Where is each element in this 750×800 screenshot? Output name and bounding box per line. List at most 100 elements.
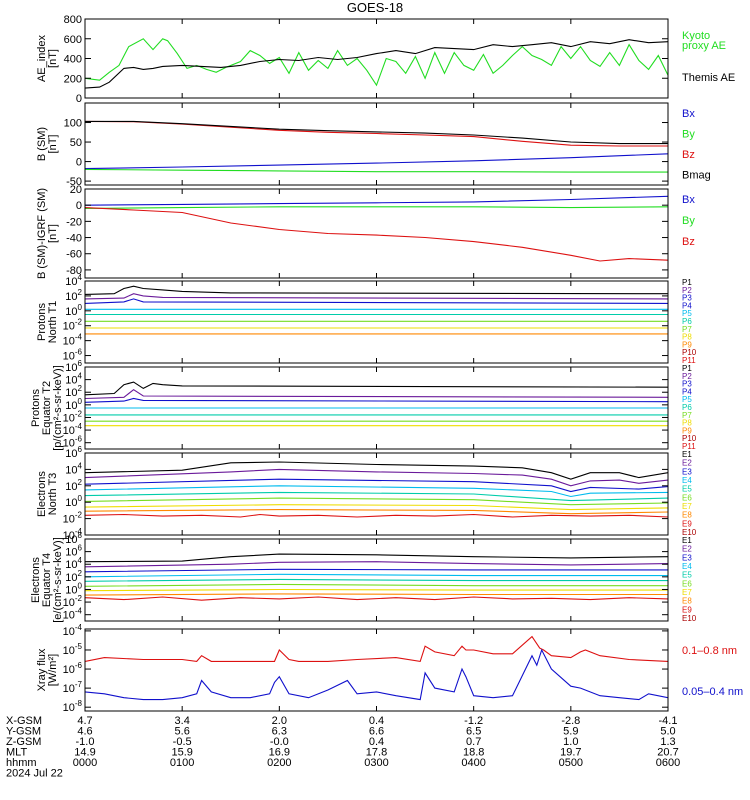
- ephemeris-value: 20.7: [657, 747, 678, 759]
- legend-entry: P5: [682, 395, 692, 404]
- ephemeris-value: 5.6: [175, 726, 190, 738]
- legend-entry: E1: [682, 450, 692, 459]
- legend-entry: Bz: [682, 236, 695, 248]
- legend-entry: P10: [682, 348, 697, 357]
- series-electrons-north-2: [85, 478, 668, 493]
- series-electrons-north-0: [85, 461, 668, 480]
- ephemeris-value: 14.9: [74, 747, 95, 759]
- plot-title: GOES-18: [347, 0, 403, 15]
- series-electrons-equator-3: [85, 573, 668, 578]
- ephemeris-value: 17.8: [366, 747, 387, 759]
- series-b-sm-1: [85, 168, 668, 173]
- legend-entry: E10: [682, 614, 697, 623]
- series-electrons-equator-1: [85, 561, 668, 568]
- legend-entry: E9: [682, 519, 692, 528]
- ytick-label: 200: [64, 73, 82, 85]
- ephemeris-value: 0000: [73, 757, 97, 769]
- plot-date: 2024 Jul 22: [6, 768, 63, 780]
- series-protons-equator-2: [85, 397, 668, 403]
- ylabel-line: [nT]: [47, 224, 59, 243]
- ytick-label: 100: [65, 303, 82, 318]
- ytick-label: -80: [66, 265, 82, 277]
- ylabel-line: B (SM): [36, 127, 48, 161]
- series-electrons-equator-2: [85, 568, 668, 573]
- legend-entry: Bz: [682, 149, 695, 161]
- legend-entry: P8: [682, 333, 692, 342]
- legend-entry: P4: [682, 301, 692, 310]
- ylabel-line: Protons: [36, 303, 48, 341]
- legend-entry: By: [682, 129, 695, 141]
- series-electrons-equator-4: [85, 578, 668, 582]
- ephemeris-label: Z-GSM: [6, 736, 41, 748]
- ephemeris-value: -1.0: [76, 736, 95, 748]
- ephemeris-value: 0600: [656, 757, 680, 769]
- legend-entry: Bx: [682, 194, 695, 206]
- ytick-label: 104: [65, 273, 82, 288]
- ytick-label: 10-2: [63, 318, 83, 333]
- legend-entry: P6: [682, 403, 692, 412]
- ephemeris-value: 16.9: [269, 747, 290, 759]
- legend-entry: E6: [682, 579, 692, 588]
- ephemeris-value: 4.7: [77, 715, 92, 727]
- ytick-label: 10-4: [63, 333, 83, 348]
- legend-entry: E4: [682, 476, 692, 485]
- series-electrons-north-7: [85, 509, 668, 515]
- ephemeris-value: 5.0: [660, 726, 675, 738]
- series-electrons-equator-6: [85, 588, 668, 592]
- ytick-label: -60: [66, 249, 82, 261]
- ylabel-line: North T3: [47, 473, 59, 516]
- legend-entry: E2: [682, 459, 692, 468]
- ephemeris-value: 4.6: [77, 726, 92, 738]
- panel-b-igrf: -80 -60 -40 -20 0 20 B (SM)-IGRF (SM) [nT] Bx By B…: [36, 184, 695, 279]
- ephemeris-value: 0300: [364, 757, 388, 769]
- legend-entry: E10: [682, 528, 697, 537]
- legend-entry: Kyoto: [682, 30, 710, 42]
- legend-entry: P7: [682, 411, 692, 420]
- legend-entry: P8: [682, 419, 692, 428]
- ytick-label: 10-8: [63, 699, 83, 714]
- legend-entry: 0.1–0.8 nm: [682, 645, 737, 657]
- ytick-label: 20: [70, 184, 82, 196]
- ephemeris-value: 0400: [461, 757, 485, 769]
- ylabel-line: [p/(cm²-s-sr-keV)]: [52, 365, 64, 451]
- series-electrons-equator-8: [85, 596, 668, 601]
- series-electrons-equator-0: [85, 553, 668, 563]
- legend-entry: E1: [682, 536, 692, 545]
- legend-entry: E2: [682, 545, 692, 554]
- ephemeris-label: MLT: [6, 747, 27, 759]
- legend-entry: E5: [682, 485, 692, 494]
- ylabel-line: [W/m²]: [47, 654, 59, 686]
- ephemeris-label: X-GSM: [6, 715, 42, 727]
- ephemeris-value: 2.0: [272, 715, 287, 727]
- ytick-label: 106: [65, 445, 82, 460]
- ytick-label: 10-4: [63, 623, 83, 638]
- legend-entry: P9: [682, 426, 692, 435]
- series-electrons-equator-7: [85, 593, 668, 596]
- series-b-igrf-0: [85, 195, 668, 206]
- ylabel-line: B (SM)-IGRF (SM): [36, 188, 48, 279]
- legend-entry: P3: [682, 380, 692, 389]
- ytick-label: 600: [64, 34, 82, 46]
- ytick-label: 102: [65, 478, 82, 493]
- panel-xray: 10-8 10-7 10-6 10-5 10-4 Xray flux [W/m²] 0.1–0…: [36, 623, 743, 714]
- legend-entry: P9: [682, 340, 692, 349]
- legend-entry: E9: [682, 605, 692, 614]
- ylabel-line: Equator T4: [41, 553, 53, 607]
- ephemeris-value: -4.1: [659, 715, 678, 727]
- series-electrons-equator-5: [85, 583, 668, 587]
- ephemeris-value: 0.4: [369, 715, 384, 727]
- series-protons-equator-1: [85, 389, 668, 400]
- series-xray-1: [85, 648, 668, 701]
- series-electrons-north-6: [85, 504, 668, 511]
- ytick-label: 50: [70, 137, 82, 149]
- legend-entry: E3: [682, 467, 692, 476]
- series-protons-north-1: [85, 293, 668, 300]
- ytick-label: 102: [65, 288, 82, 303]
- legend-entry: E5: [682, 571, 692, 580]
- ephemeris-value: 1.0: [563, 736, 578, 748]
- ephemeris-value: 1.3: [660, 736, 675, 748]
